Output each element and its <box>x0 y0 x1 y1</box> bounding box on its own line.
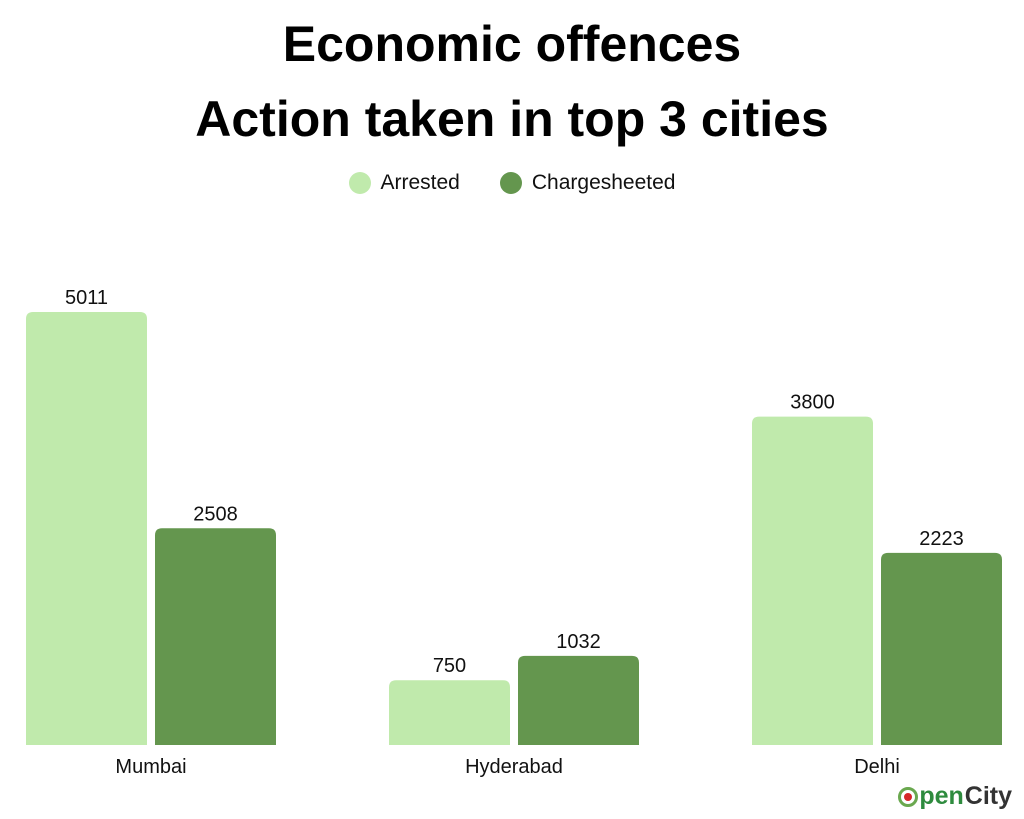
logo-text-pen: pen <box>919 782 964 810</box>
data-label-hyderabad-chargesheeted: 1032 <box>556 631 601 653</box>
x-tick-label-mumbai: Mumbai <box>115 756 186 778</box>
data-label-mumbai-chargesheeted: 2508 <box>193 503 238 525</box>
bar-hyderabad-arrested <box>389 680 510 745</box>
logo-text-city: City <box>964 782 1012 810</box>
chart-legend: Arrested Chargesheeted <box>0 171 1024 195</box>
data-label-hyderabad-arrested: 750 <box>433 655 466 677</box>
chart-title-line-1: Economic offences <box>282 16 742 72</box>
legend-label-arrested: Arrested <box>380 171 460 194</box>
legend-swatch-chargesheeted <box>499 172 522 194</box>
data-label-mumbai-arrested: 5011 <box>65 287 108 309</box>
data-label-delhi-chargesheeted: 2223 <box>919 528 964 550</box>
bar-hyderabad-chargesheeted <box>518 655 639 745</box>
bar-delhi-arrested <box>752 416 873 745</box>
data-label-delhi-arrested: 3800 <box>790 392 835 414</box>
x-tick-label-hyderabad: Hyderabad <box>465 756 563 778</box>
chart-title-line-2: Action taken in top 3 cities <box>195 91 829 147</box>
legend-item-chargesheeted[interactable]: Chargesheeted <box>499 171 676 195</box>
bar-delhi-chargesheeted <box>881 552 1002 745</box>
opencity-logo: pen City <box>898 782 1012 811</box>
bar-mumbai-arrested <box>26 312 147 745</box>
legend-label-chargesheeted: Chargesheeted <box>531 171 676 194</box>
legend-item-arrested[interactable]: Arrested <box>348 171 460 195</box>
bar-mumbai-chargesheeted <box>155 528 276 745</box>
x-tick-label-delhi: Delhi <box>854 756 900 778</box>
opencity-logo-icon <box>898 786 919 807</box>
legend-swatch-arrested <box>348 172 371 194</box>
